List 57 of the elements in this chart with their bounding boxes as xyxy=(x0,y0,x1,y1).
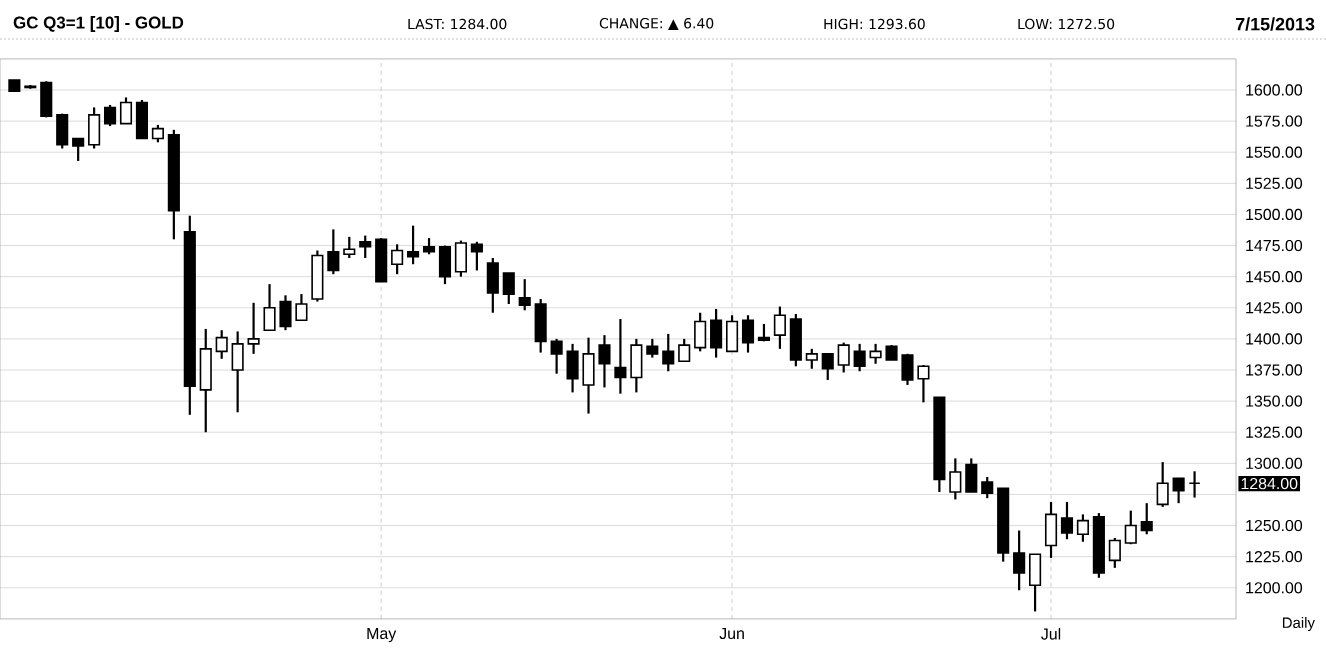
candlestick xyxy=(710,307,723,359)
chart-title: GC Q3=1 [10] - GOLD xyxy=(13,16,184,32)
candlestick xyxy=(375,236,388,283)
candlestick xyxy=(407,224,420,266)
candlestick xyxy=(199,327,212,434)
candlestick xyxy=(72,137,85,163)
candlestick xyxy=(135,98,149,140)
candlestick xyxy=(789,312,802,368)
candlestick xyxy=(215,329,228,360)
candlestick xyxy=(1076,513,1089,543)
candlestick xyxy=(518,278,531,312)
candlestick xyxy=(1140,502,1153,536)
candlestick xyxy=(949,457,962,501)
candlestick xyxy=(247,301,260,355)
candlestick xyxy=(311,249,324,303)
candlestick xyxy=(438,244,452,286)
candlestick xyxy=(662,332,675,373)
candlestick xyxy=(981,475,994,500)
candlestick xyxy=(678,337,691,363)
candlestick xyxy=(821,352,834,382)
candlestick xyxy=(1188,470,1201,499)
candlestick xyxy=(773,305,786,350)
candlestick xyxy=(1044,500,1058,560)
candlestick xyxy=(837,341,850,374)
candlestick xyxy=(486,256,499,314)
candlestick xyxy=(694,311,707,353)
candlestick xyxy=(359,234,372,260)
candlestick xyxy=(1029,553,1042,613)
candlestick xyxy=(550,337,563,375)
candlestick xyxy=(327,228,340,276)
candlestick xyxy=(119,96,133,125)
candlestick xyxy=(1124,509,1137,546)
candlestick xyxy=(1172,477,1185,505)
candlestick xyxy=(88,106,101,150)
text: 7/15/2013 xyxy=(1235,17,1315,31)
candlestick xyxy=(231,330,244,414)
candlestick xyxy=(630,337,643,394)
candlestick xyxy=(502,271,515,306)
candlestick xyxy=(1013,529,1026,592)
candlestick xyxy=(391,243,404,276)
candlestick xyxy=(454,239,467,278)
candlestick xyxy=(725,314,739,353)
candlestick xyxy=(1060,500,1074,541)
candlestick xyxy=(40,80,53,119)
candlestick xyxy=(103,103,117,128)
candlestick xyxy=(1108,536,1121,569)
candlestick xyxy=(534,297,547,354)
candlestick xyxy=(965,457,978,494)
candlestick xyxy=(805,347,818,370)
candlestick xyxy=(646,337,659,359)
candlestick xyxy=(741,314,755,354)
candlestick xyxy=(853,342,866,373)
candlestick xyxy=(1156,460,1169,508)
candlestick xyxy=(343,235,356,260)
candlestick xyxy=(56,112,69,150)
candlestick xyxy=(614,317,627,395)
candlestick xyxy=(470,240,483,272)
